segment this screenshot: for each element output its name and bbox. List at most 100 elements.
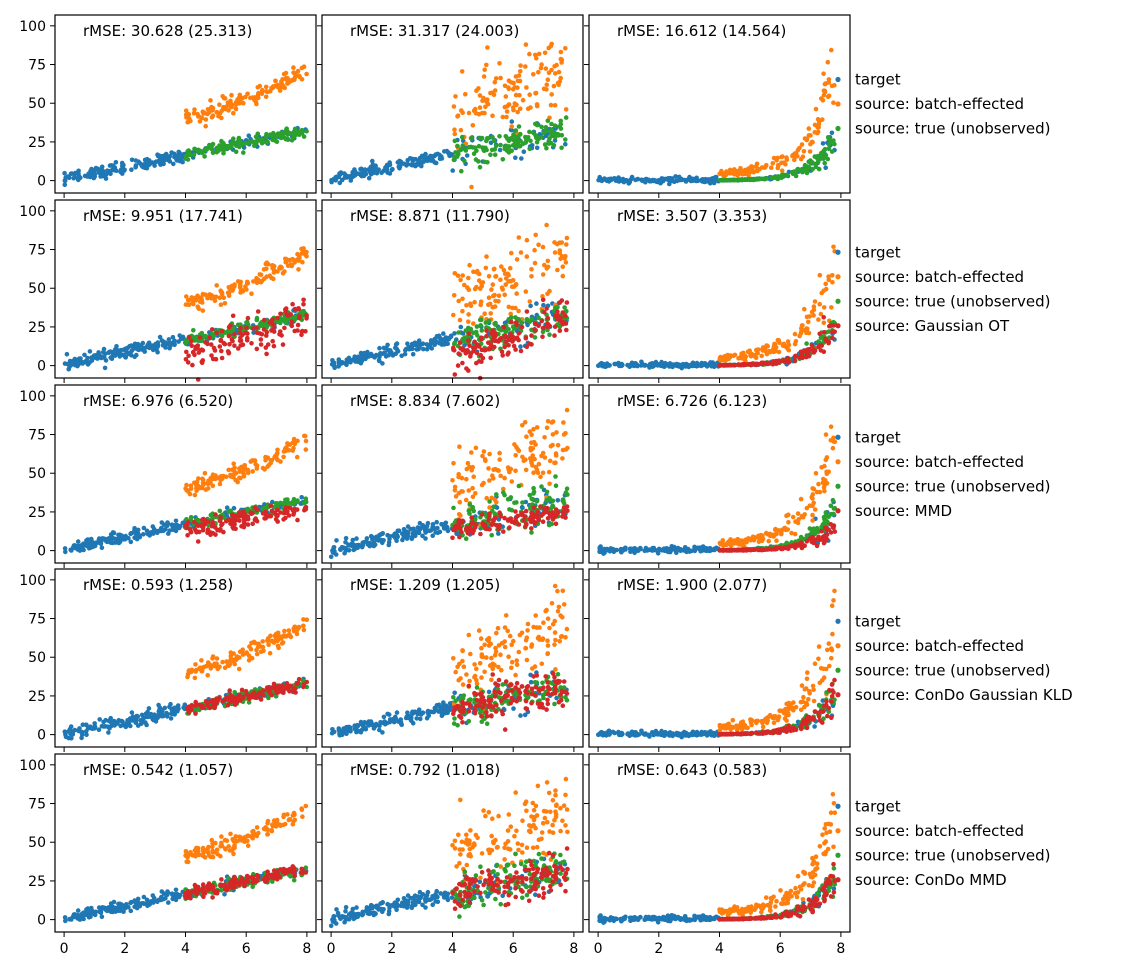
point-batch (487, 301, 493, 307)
point-corrected (532, 321, 538, 326)
point-true (546, 522, 552, 528)
point-batch (451, 104, 457, 109)
axes-frame (321, 14, 584, 194)
point-corrected (248, 510, 254, 515)
point-batch (223, 106, 228, 112)
point-true (487, 499, 492, 504)
point-target (69, 171, 74, 176)
point-corrected (484, 328, 489, 333)
axes-frame (54, 14, 317, 194)
point-corrected (249, 341, 254, 346)
point-batch (536, 69, 541, 75)
point-batch (248, 459, 254, 464)
y-tick-label: 0 (37, 174, 46, 190)
point-corrected (827, 323, 832, 329)
point-batch (509, 124, 514, 129)
point-corrected (209, 327, 215, 332)
point-true (482, 159, 488, 165)
point-target (458, 324, 464, 330)
point-target (704, 364, 710, 369)
legend-marker (835, 323, 841, 329)
point-batch (779, 531, 784, 537)
point-corrected (194, 529, 199, 534)
point-corrected (186, 334, 192, 340)
point-batch (466, 319, 471, 325)
point-corrected (232, 343, 237, 349)
point-batch (191, 111, 197, 116)
point-batch (466, 287, 472, 293)
point-target (354, 542, 360, 548)
point-batch (452, 271, 458, 276)
point-corrected (468, 354, 473, 359)
point-target (387, 348, 393, 353)
point-corrected (230, 313, 236, 319)
point-true (291, 496, 297, 502)
point-batch (219, 474, 224, 479)
point-batch (549, 67, 554, 73)
point-corrected (545, 321, 550, 326)
point-target (381, 538, 386, 543)
point-corrected (519, 324, 525, 330)
point-corrected (460, 347, 466, 353)
point-target (682, 545, 688, 550)
point-corrected (490, 338, 496, 343)
point-target (342, 171, 347, 176)
point-true (828, 503, 834, 509)
point-target (120, 163, 126, 169)
point-corrected (514, 322, 519, 328)
y-tick-label: 0 (37, 544, 46, 560)
point-batch (502, 104, 508, 110)
point-target (675, 545, 681, 551)
point-true (217, 143, 222, 148)
point-corrected (301, 297, 306, 303)
point-batch (764, 162, 769, 168)
point-target (92, 543, 98, 549)
point-batch (483, 458, 488, 464)
point-batch (552, 460, 557, 466)
y-tick-label: 25 (28, 505, 46, 521)
point-batch (532, 260, 538, 266)
point-batch (523, 64, 528, 69)
point-true (463, 536, 469, 541)
point-target (382, 350, 388, 355)
point-target (165, 157, 170, 163)
point-batch (265, 464, 270, 469)
point-batch (490, 113, 495, 119)
point-batch (810, 512, 815, 518)
point-batch (194, 483, 199, 488)
point-batch (488, 311, 494, 316)
point-target (401, 161, 407, 167)
point-target (393, 345, 398, 351)
point-batch (304, 71, 309, 77)
point-corrected (229, 337, 235, 342)
point-corrected (240, 342, 246, 348)
point-batch (727, 170, 733, 175)
point-batch (534, 102, 540, 107)
point-true (558, 118, 563, 124)
point-corrected (728, 363, 733, 368)
point-batch (479, 482, 485, 488)
point-true (531, 130, 536, 136)
point-true (816, 166, 822, 172)
point-batch (487, 451, 492, 457)
point-true (202, 154, 207, 159)
point-target (329, 179, 334, 185)
point-batch (281, 449, 287, 454)
point-batch (532, 247, 537, 253)
point-true (494, 492, 499, 497)
point-true (530, 497, 535, 502)
point-true (466, 144, 472, 150)
point-target (640, 177, 645, 183)
point-true (252, 139, 257, 145)
point-true (226, 509, 231, 515)
point-batch (817, 489, 823, 495)
point-true (217, 508, 223, 514)
point-corrected (219, 328, 225, 334)
point-batch (527, 51, 532, 57)
point-corrected (533, 328, 538, 333)
point-corrected (456, 351, 462, 357)
point-true (524, 317, 530, 323)
point-true (221, 150, 226, 156)
legend-marker (835, 274, 841, 280)
point-batch (216, 113, 221, 119)
